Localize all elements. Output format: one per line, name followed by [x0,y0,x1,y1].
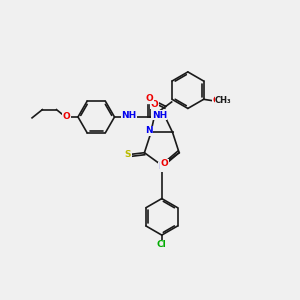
Text: N: N [158,162,166,171]
Text: S: S [125,150,131,159]
Text: NH: NH [152,111,167,120]
Text: NH: NH [122,111,137,120]
Text: O: O [62,112,70,122]
Text: O: O [146,94,154,103]
Text: O: O [212,96,220,105]
Text: O: O [150,100,158,109]
Text: O: O [160,159,168,168]
Text: Cl: Cl [157,240,167,249]
Text: N: N [145,126,152,135]
Text: CH₃: CH₃ [215,96,232,105]
